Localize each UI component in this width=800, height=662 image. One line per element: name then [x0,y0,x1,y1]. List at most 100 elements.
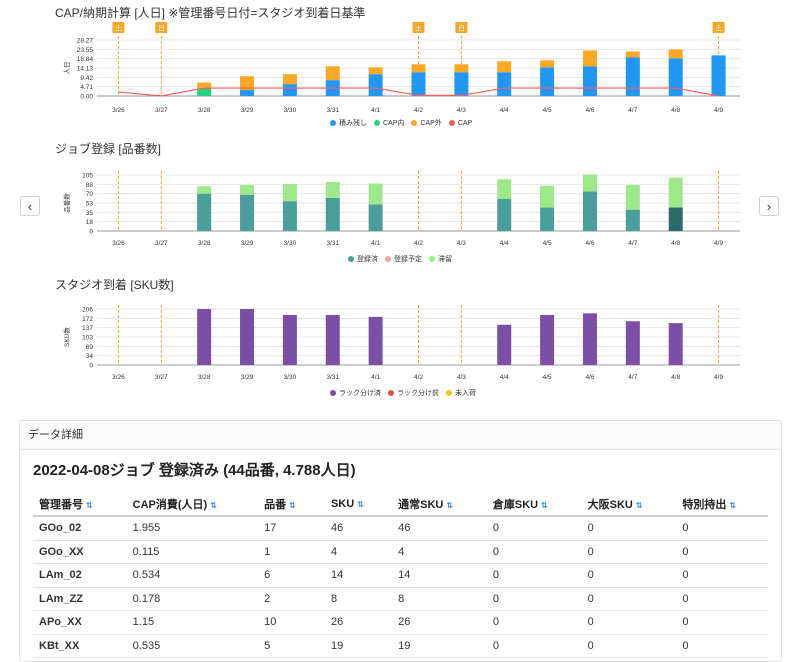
bar [197,82,212,89]
column-header[interactable]: 通常SKU ⇅ [392,493,487,517]
detail-table: 管理番号 ⇅ CAP消費(人日) ⇅ 品番 ⇅ SKU ⇅ 通常SKU ⇅ 倉庫SKU ⇅ 大阪SKU ⇅… [33,493,768,658]
prev-button[interactable]: ‹ [20,196,40,216]
table-cell: 0 [581,587,677,611]
bar [540,207,555,231]
legend-item[interactable]: 登録予定 [385,254,422,264]
legend-item[interactable]: ラック分け前 [388,388,439,398]
bar [497,72,512,96]
legend-item[interactable]: 滞留 [429,254,452,264]
sort-icon[interactable]: ⇅ [635,500,643,510]
holiday-marker [712,22,725,33]
legend-label: ラック分け済 [339,390,381,397]
data-detail-card: データ詳細 2022-04-08ジョブ 登録済み (44品番, 4.788人日)… [19,420,782,662]
legend-item[interactable]: CAP内 [374,118,404,128]
legend-dot-icon [388,390,394,396]
y-tick-label: 23.55 [77,47,94,54]
x-tick-label: 3/29 [241,240,254,247]
bar [582,313,597,365]
table-row[interactable]: LAm_02 0.534 6 14 14 0 0 0 [33,563,768,588]
bar [582,191,597,231]
x-tick-label: 3/27 [155,107,168,114]
bar [368,67,383,75]
x-tick-label: 3/28 [198,107,211,114]
x-tick-label: 3/26 [112,107,125,114]
table-row[interactable]: KBt_XX 0.535 5 19 19 0 0 0 [33,634,768,658]
column-header[interactable]: CAP消費(人日) ⇅ [126,493,259,517]
legend-dot-icon [411,120,418,126]
job-chart: 0 18 35 53 70 88 105 品番数 3/26 3/27 3/28 3/29 3/30 3/3… [62,171,740,247]
column-header[interactable]: 品番 ⇅ [258,493,325,517]
table-cell: 0 [581,563,677,588]
table-cell: 46 [324,516,393,541]
legend-dot-icon [330,120,336,126]
legend-item[interactable]: CAP外 [411,118,442,128]
sort-icon[interactable]: ⇅ [357,499,364,509]
table-cell: GOo_02 [33,516,127,541]
table-cell: 10 [258,610,325,635]
y-tick-label: 88 [86,182,94,189]
legend-item[interactable]: 登録済 [348,254,378,264]
bar [540,67,555,96]
table-cell: 0 [581,634,677,658]
table-cell: 5 [258,634,325,658]
legend-dot-icon [348,256,354,262]
column-header-label: 通常SKU [398,499,444,511]
x-tick-label: 4/6 [585,240,594,247]
table-cell: 1.15 [126,610,259,635]
legend-dot-icon [385,256,391,262]
sort-icon[interactable]: ⇅ [541,500,548,510]
x-tick-label: 3/30 [284,374,297,381]
x-tick-label: 4/3 [457,240,466,247]
table-row[interactable]: APo_XX 1.15 10 26 26 0 0 0 [33,610,768,635]
column-header[interactable]: 特別持出 ⇅ [676,493,768,517]
y-tick-label: 137 [82,325,93,332]
y-tick-label: 0 [89,363,93,370]
data-detail-header: データ詳細 [20,421,781,450]
y-tick-label: 18.84 [77,56,94,63]
bar [454,64,469,73]
table-row[interactable]: LAm_ZZ 0.178 2 8 8 0 0 0 [33,587,768,611]
table-cell: APo_XX [33,610,127,635]
legend-item[interactable]: ラック分け済 [330,388,381,398]
x-tick-label: 4/1 [371,107,380,114]
legend-dot-icon [446,390,452,396]
holiday-marker-label: 土 [115,24,122,33]
x-tick-label: 4/4 [500,107,509,114]
sort-icon[interactable]: ⇅ [86,500,93,510]
column-header-label: CAP消費(人日) [132,499,208,511]
sort-icon[interactable]: ⇅ [729,500,737,510]
bar [582,66,597,96]
table-row[interactable]: GOo_02 1.955 17 46 46 0 0 0 [33,516,768,541]
sort-icon[interactable]: ⇅ [210,500,217,510]
table-row[interactable]: GOo_XX 0.115 1 4 4 0 0 0 [33,540,768,564]
bar [668,323,683,365]
table-cell: 14 [392,563,487,588]
bar [368,316,383,365]
column-header[interactable]: 大阪SKU ⇅ [581,493,677,517]
bar [625,57,640,96]
table-cell: 26 [392,610,487,635]
column-header[interactable]: SKU ⇅ [324,493,393,517]
column-header[interactable]: 倉庫SKU ⇅ [486,493,582,517]
bar [625,185,640,210]
x-tick-label: 4/6 [585,107,594,114]
x-tick-label: 3/26 [112,240,125,247]
column-header[interactable]: 管理番号 ⇅ [33,493,127,517]
y-tick-label: 35 [86,210,94,217]
column-header-label: 大阪SKU [587,499,633,511]
next-button[interactable]: › [759,196,779,216]
bar [540,314,555,365]
legend-item[interactable]: 未入荷 [446,388,476,398]
x-tick-label: 4/2 [414,240,423,247]
job-chart-legend: 登録済 登録予定 滞留 [348,249,459,267]
sort-icon[interactable]: ⇅ [289,500,296,510]
x-tick-label: 3/27 [155,374,168,381]
legend-item[interactable]: CAP [448,120,472,127]
bar [668,49,683,59]
x-tick-label: 4/5 [543,374,552,381]
y-tick-label: 14.13 [77,66,94,73]
column-header-label: 管理番号 [39,499,83,511]
legend-item[interactable]: 積み残し [330,118,367,128]
cap-chart-legend: 積み残し CAP内 CAP外 CAP [330,113,479,131]
sort-icon[interactable]: ⇅ [446,500,454,510]
